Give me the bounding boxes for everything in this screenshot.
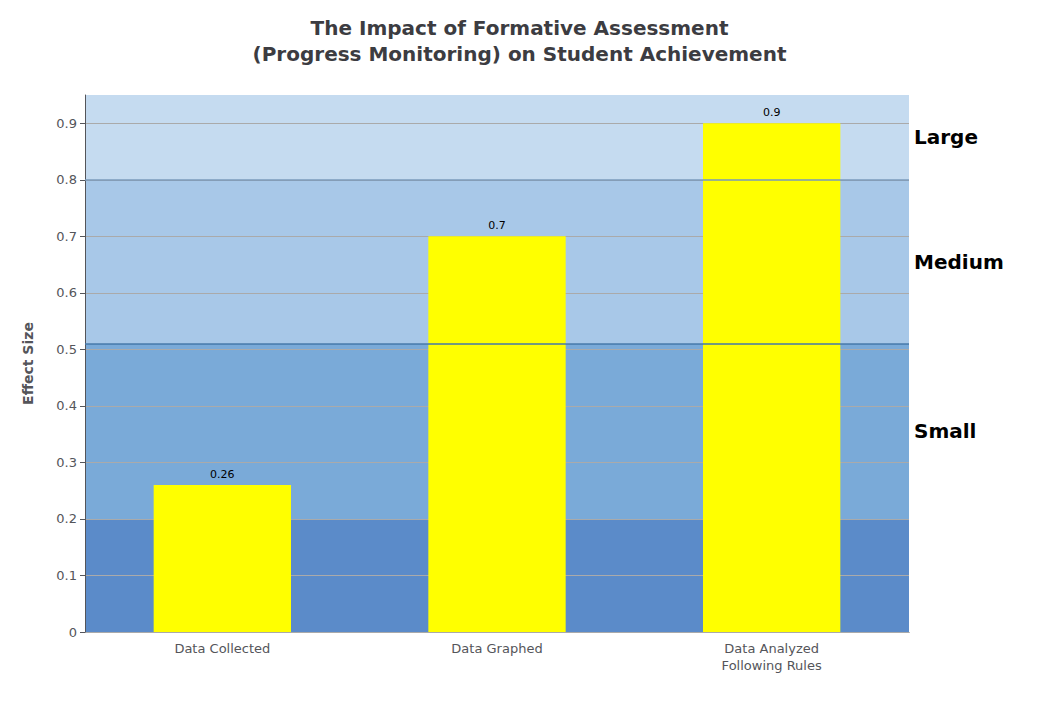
- svg-text:(Progress Monitoring) on Stude: (Progress Monitoring) on Student Achieve…: [253, 42, 787, 66]
- svg-text:Small: Small: [914, 419, 976, 443]
- svg-text:0.3: 0.3: [56, 455, 77, 470]
- svg-text:Data Graphed: Data Graphed: [451, 641, 542, 656]
- svg-text:0.7: 0.7: [488, 219, 506, 232]
- svg-text:Data Analyzed: Data Analyzed: [724, 641, 819, 656]
- svg-text:0.6: 0.6: [56, 285, 77, 300]
- svg-text:Effect Size: Effect Size: [20, 322, 36, 405]
- svg-text:0.7: 0.7: [56, 229, 77, 244]
- svg-text:0.4: 0.4: [56, 398, 77, 413]
- svg-text:Data Collected: Data Collected: [174, 641, 270, 656]
- svg-text:Large: Large: [914, 125, 978, 149]
- svg-text:0.1: 0.1: [56, 568, 77, 583]
- svg-text:0: 0: [69, 625, 77, 640]
- svg-text:0.8: 0.8: [56, 172, 77, 187]
- svg-text:0.5: 0.5: [56, 342, 77, 357]
- svg-text:0.2: 0.2: [56, 511, 77, 526]
- svg-text:0.9: 0.9: [56, 116, 77, 131]
- svg-text:0.26: 0.26: [210, 468, 235, 481]
- svg-text:Medium: Medium: [914, 250, 1004, 274]
- svg-text:Following Rules: Following Rules: [722, 658, 822, 673]
- svg-text:The Impact of Formative Assess: The Impact of Formative Assessment: [311, 16, 729, 40]
- svg-text:0.9: 0.9: [763, 106, 781, 119]
